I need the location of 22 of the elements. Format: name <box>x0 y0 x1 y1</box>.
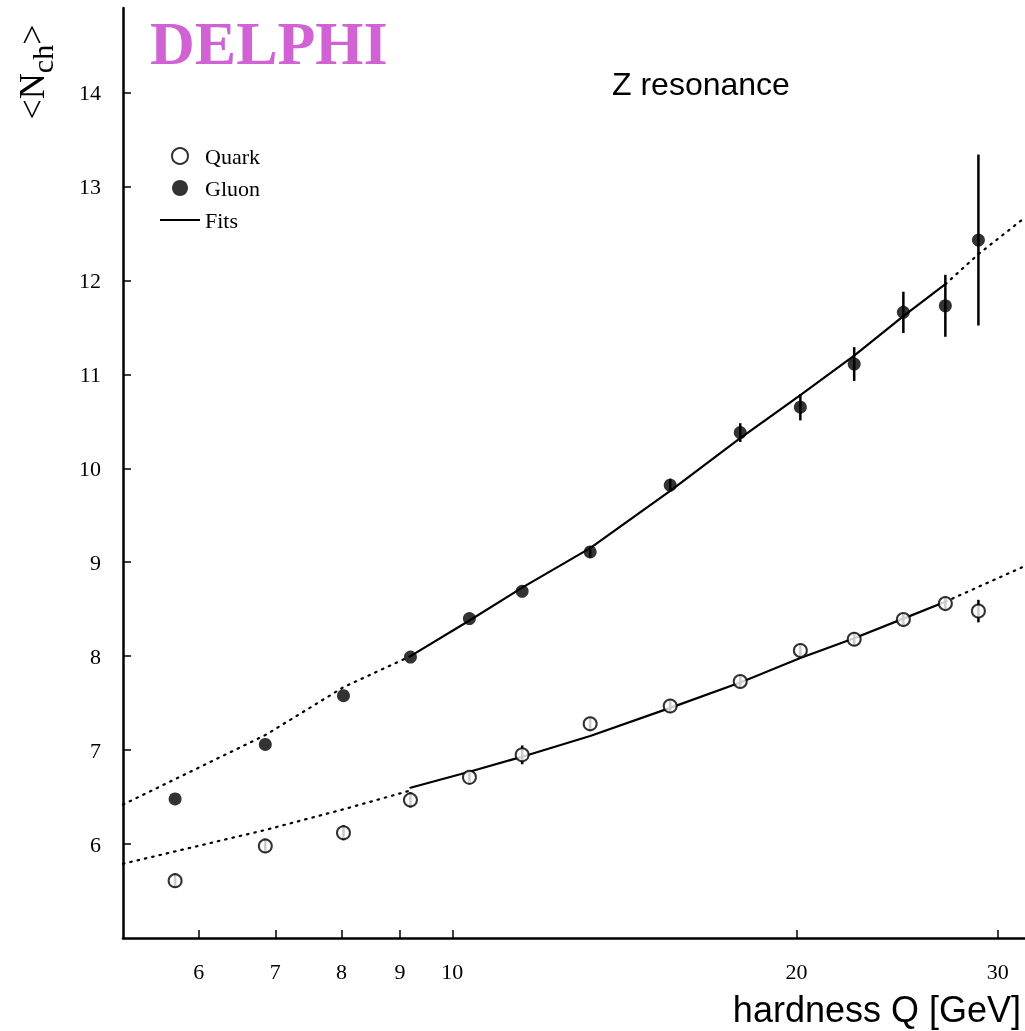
x-tick-label: 9 <box>394 958 406 984</box>
x-tick-label: 7 <box>269 958 281 984</box>
y-tick-label: 7 <box>90 737 101 763</box>
y-tick-label: 10 <box>79 455 101 481</box>
y-tick-label: 13 <box>79 173 101 199</box>
x-tick-label: 8 <box>336 958 348 984</box>
x-axis-title: hardness Q [GeV] <box>732 988 1021 1030</box>
annotation: DELPHI <box>150 9 388 77</box>
legend-label: Gluon <box>205 175 260 201</box>
x-tick-label: 20 <box>785 958 808 984</box>
y-tick-label: 8 <box>90 643 101 669</box>
legend-label: Fits <box>205 207 239 233</box>
y-tick-label: 11 <box>79 361 101 387</box>
y-tick-label: 9 <box>90 549 101 575</box>
annotation: Z resonance <box>612 66 790 102</box>
x-tick-label: 10 <box>441 958 464 984</box>
y-tick-label: 6 <box>90 831 101 857</box>
x-tick-label: 6 <box>193 958 205 984</box>
y-tick-label: 14 <box>79 80 101 106</box>
x-tick-label: 30 <box>986 958 1009 984</box>
legend-label: Quark <box>205 143 260 169</box>
y-tick-label: 12 <box>79 267 101 293</box>
